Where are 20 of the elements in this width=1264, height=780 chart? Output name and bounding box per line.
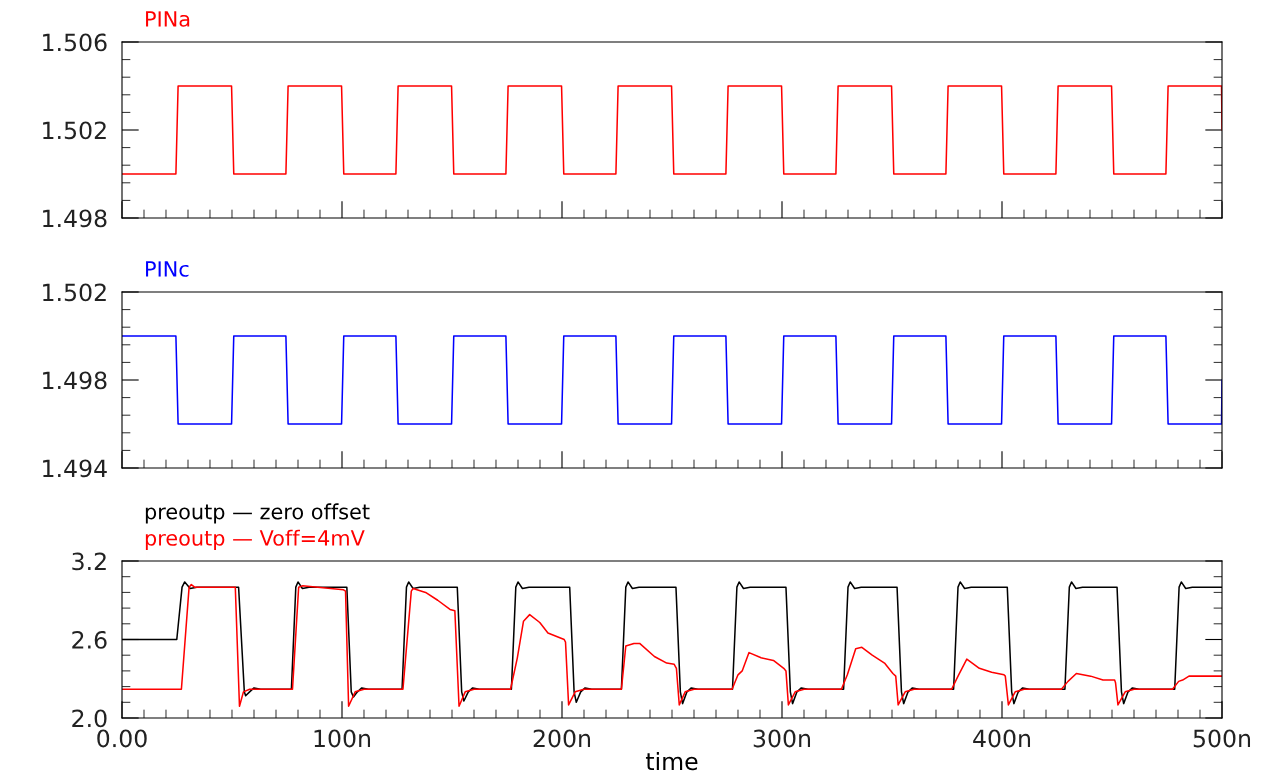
text: preoutp — Voff=4mV [145, 529, 365, 550]
y-tick-label: 1.502 [43, 283, 106, 302]
x-tick-label: 300n [753, 729, 811, 748]
y-tick-label: 2.6 [72, 630, 107, 649]
x-axis-title: time [645, 751, 698, 771]
text: PINc [146, 261, 189, 277]
x-tick-label: 100n [314, 729, 371, 748]
y-tick-label: 1.502 [43, 121, 106, 140]
y-tick-label: 1.494 [43, 459, 107, 478]
y-tick-label: 3.2 [72, 552, 106, 571]
y-tick-label: 1.498 [43, 209, 107, 228]
x-tick-label: 500n [1193, 729, 1251, 748]
y-tick-label: 2.0 [72, 709, 107, 728]
x-tick-label: 400n [973, 729, 1031, 748]
text: PINa [146, 11, 190, 27]
y-tick-label: 1.498 [43, 371, 107, 390]
y-tick-label: 1.506 [43, 33, 107, 52]
x-tick-label: 0.00 [97, 729, 147, 748]
text: preoutp — zero offset [145, 503, 370, 524]
x-tick-label: 200n [533, 729, 591, 748]
